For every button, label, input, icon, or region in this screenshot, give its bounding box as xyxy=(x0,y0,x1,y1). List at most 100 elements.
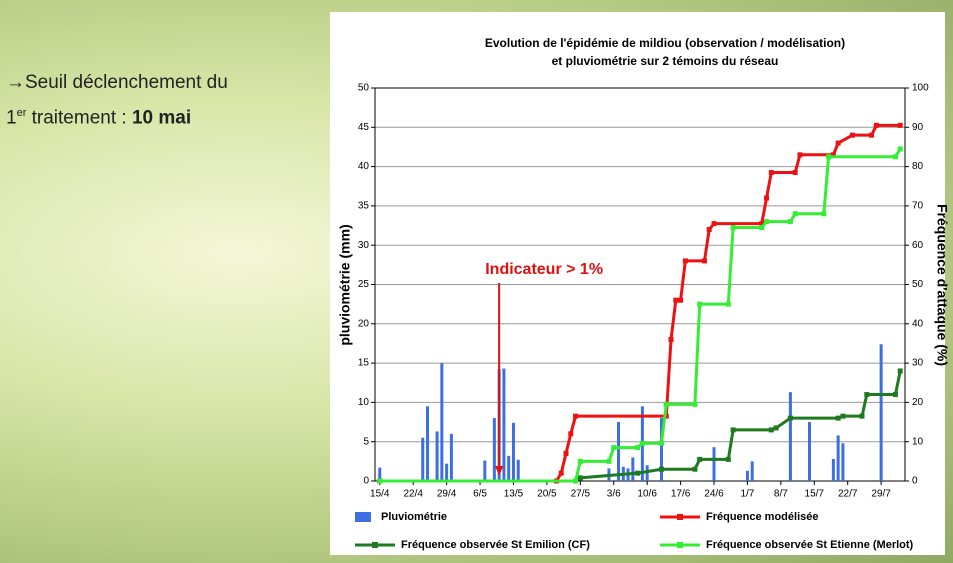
marker xyxy=(893,392,898,397)
bar xyxy=(483,461,486,481)
marker xyxy=(377,479,382,484)
x-tick-label: 10/6 xyxy=(637,489,657,500)
marker xyxy=(764,219,769,224)
legend-swatch xyxy=(677,542,683,548)
marker xyxy=(797,152,802,157)
y-tick-label: 35 xyxy=(358,201,370,212)
marker xyxy=(635,471,640,476)
x-tick-label: 22/4 xyxy=(403,489,423,500)
x-tick-label: 6/5 xyxy=(473,489,487,500)
bar xyxy=(507,456,510,481)
x-tick-label: 20/5 xyxy=(537,489,557,500)
marker xyxy=(898,368,903,373)
y2-tick-label: 100 xyxy=(912,83,929,94)
y2-tick-label: 90 xyxy=(912,122,924,133)
legend-swatch xyxy=(372,542,378,548)
y2-tick-label: 50 xyxy=(912,279,924,290)
y-tick-label: 0 xyxy=(363,476,369,487)
y2-tick-label: 30 xyxy=(912,358,924,369)
legend-label: Pluviométrie xyxy=(381,511,447,523)
legend-label: Fréquence modélisée xyxy=(706,511,819,523)
marker xyxy=(788,416,793,421)
bar xyxy=(493,418,496,481)
legend-swatch xyxy=(677,514,683,520)
x-tick-label: 8/7 xyxy=(774,489,788,500)
x-tick-label: 24/6 xyxy=(704,489,724,500)
marker xyxy=(678,298,683,303)
marker xyxy=(578,459,583,464)
y2-tick-label: 70 xyxy=(912,201,924,212)
y-tick-label: 40 xyxy=(358,161,370,172)
marker xyxy=(697,457,702,462)
legend-swatch xyxy=(355,512,371,522)
marker xyxy=(836,416,841,421)
marker xyxy=(683,258,688,263)
marker xyxy=(860,414,865,419)
marker xyxy=(850,133,855,138)
x-tick-label: 17/6 xyxy=(671,489,691,500)
bar xyxy=(746,471,749,481)
chart: Evolution de l'épidémie de mildiou (obse… xyxy=(0,0,953,563)
x-tick-label: 27/5 xyxy=(571,489,591,500)
marker xyxy=(836,141,841,146)
marker xyxy=(692,402,697,407)
marker xyxy=(788,219,793,224)
marker xyxy=(573,479,578,484)
x-tick-label: 15/4 xyxy=(370,489,390,500)
bar xyxy=(512,423,515,481)
y-tick-label: 5 xyxy=(363,436,369,447)
marker xyxy=(573,414,578,419)
bar xyxy=(751,461,754,481)
y2-tick-label: 40 xyxy=(912,318,924,329)
y2-tick-label: 0 xyxy=(912,476,918,487)
y-tick-label: 30 xyxy=(358,240,370,251)
y2-tick-label: 10 xyxy=(912,436,924,447)
x-tick-label: 3/6 xyxy=(607,489,621,500)
marker xyxy=(702,258,707,263)
marker xyxy=(664,402,669,407)
bar xyxy=(426,406,429,481)
bar xyxy=(421,438,424,481)
bar xyxy=(440,363,443,481)
marker xyxy=(697,302,702,307)
marker xyxy=(563,451,568,456)
marker xyxy=(707,227,712,232)
bar xyxy=(517,460,520,481)
y2-axis-label: Fréquence d'attaque (%) xyxy=(934,204,950,366)
marker xyxy=(826,154,831,159)
x-tick-label: 29/4 xyxy=(437,489,457,500)
marker xyxy=(568,431,573,436)
y-tick-label: 10 xyxy=(358,397,370,408)
marker xyxy=(731,225,736,230)
bar xyxy=(450,434,453,481)
bar xyxy=(502,369,505,481)
marker xyxy=(726,302,731,307)
marker xyxy=(774,425,779,430)
y-tick-label: 20 xyxy=(358,318,370,329)
marker xyxy=(898,123,903,128)
marker xyxy=(731,427,736,432)
bar xyxy=(808,422,811,481)
marker xyxy=(659,441,664,446)
marker xyxy=(635,445,640,450)
marker xyxy=(692,467,697,472)
marker xyxy=(793,170,798,175)
bar xyxy=(713,447,716,481)
x-tick-label: 22/7 xyxy=(838,489,858,500)
chart-title: Evolution de l'épidémie de mildiou (obse… xyxy=(485,36,845,50)
marker xyxy=(712,221,717,226)
bar xyxy=(617,422,620,481)
y-tick-label: 50 xyxy=(358,83,370,94)
marker xyxy=(659,467,664,472)
x-tick-label: 29/7 xyxy=(871,489,891,500)
bar xyxy=(436,431,439,481)
slide: →Seuil déclenchement du 1er traitement :… xyxy=(0,0,953,563)
marker xyxy=(821,211,826,216)
marker xyxy=(874,123,879,128)
bar xyxy=(880,344,883,481)
marker xyxy=(559,471,564,476)
marker xyxy=(793,211,798,216)
marker xyxy=(893,154,898,159)
marker xyxy=(769,170,774,175)
marker xyxy=(759,225,764,230)
